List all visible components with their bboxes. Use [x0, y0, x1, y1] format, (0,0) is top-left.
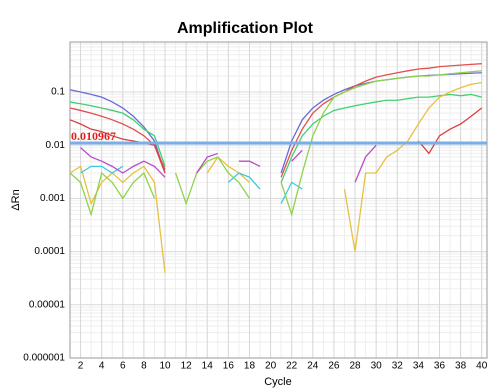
x-tick-label: 12: [181, 361, 193, 372]
x-tick-label: 2: [78, 361, 84, 372]
x-tick-label: 22: [286, 361, 298, 372]
x-tick-label: 34: [413, 361, 425, 372]
x-tick-label: 38: [455, 361, 467, 372]
y-tick-label: 0.000001: [23, 353, 65, 364]
x-tick-label: 36: [434, 361, 446, 372]
x-tick-label: 26: [328, 361, 340, 372]
x-tick-label: 16: [223, 361, 235, 372]
x-tick-label: 28: [349, 361, 361, 372]
x-tick-label: 30: [371, 361, 383, 372]
chart-title: Amplification Plot: [177, 20, 314, 37]
x-tick-label: 6: [120, 361, 126, 372]
y-tick-label: 0.001: [40, 193, 65, 204]
x-tick-label: 24: [307, 361, 319, 372]
y-tick-label: 0.01: [46, 140, 66, 151]
y-axis-label: ΔRn: [10, 189, 22, 210]
y-tick-label: 0.1: [51, 87, 65, 98]
series-line: [69, 107, 483, 174]
series-line: [69, 63, 482, 178]
plot-frame: [69, 41, 488, 359]
series-line: [69, 70, 482, 217]
y-tick-label: 0.0001: [34, 246, 65, 257]
x-tick-label: 40: [476, 361, 488, 372]
series-line: [69, 81, 482, 273]
y-tick-label: 0.00001: [29, 299, 66, 310]
x-tick-label: 14: [202, 361, 214, 372]
series-line: [69, 93, 482, 183]
threshold-label: 0.010967: [71, 129, 116, 143]
series-line: [80, 144, 377, 183]
series-line: [69, 72, 482, 174]
x-tick-label: 20: [265, 361, 277, 372]
x-axis-label: Cycle: [264, 376, 292, 388]
x-tick-label: 10: [159, 361, 171, 372]
x-tick-label: 8: [141, 361, 147, 372]
x-tick-label: 4: [99, 361, 105, 372]
x-tick-label: 32: [392, 361, 404, 372]
x-tick-label: 18: [244, 361, 256, 372]
